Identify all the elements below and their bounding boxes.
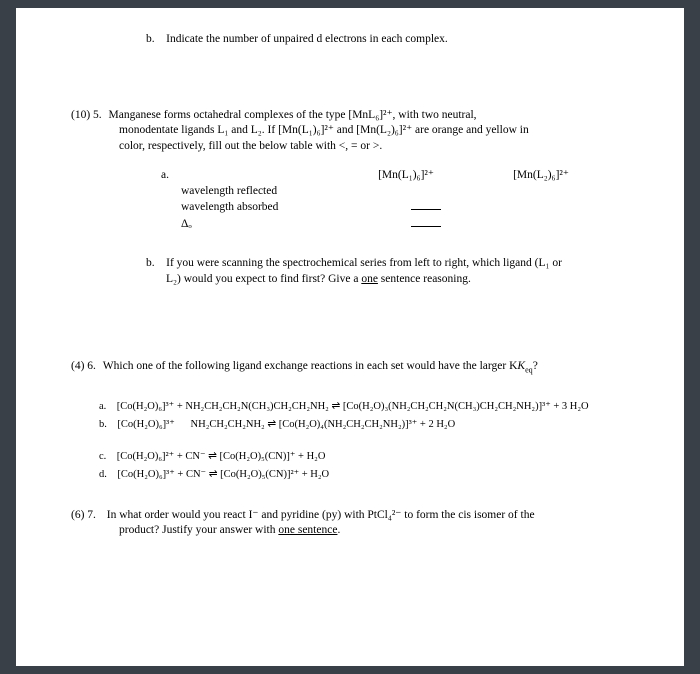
question-6: (4) 6. Which one of the following ligand… [71,359,629,376]
q5-line2: monodentate ligands L₁ and L₂. If [Mn(L₁… [119,124,529,136]
col2-head: [Mn(L₂)₆]²⁺ [481,168,601,184]
table-header-row: a. [Mn(L₁)₆]²⁺ [Mn(L₂)₆]²⁺ [161,168,629,184]
reaction-d: d. [Co(H₂O)₆]³⁺ + CN⁻ ⇌ [Co(H₂O)₅(CN)]²⁺… [99,466,629,484]
q5-line1: Manganese forms octahedral complexes of … [109,109,477,121]
reaction-b: b. [Co(H₂O)₆]³⁺ NH₂CH₂CH₂NH₂ ⇌ [Co(H₂O)₄… [99,416,629,434]
table-row: wavelength absorbed [161,199,629,216]
q6-points: (4) 6. [71,360,96,372]
q5b-line2a: L₂) would you expect to find first? Give… [166,273,361,285]
row1-label: wavelength reflected [161,184,351,200]
table-row: Δₒ [161,216,629,233]
reaction-a: a. [Co(H₂O)₆]³⁺ + NH₂CH₂CH₂N(CH₃)CH₂CH₂N… [99,398,629,416]
q7-line1: In what order would you react I⁻ and pyr… [107,509,535,521]
q5b-underline: one [361,273,378,285]
q6-qmark: ? [533,360,538,372]
q7-underline: one sentence [278,524,337,536]
blank-line [411,199,441,210]
keq-sub: eq [525,365,533,374]
question-7: (6) 7. In what order would you react I⁻ … [71,508,629,539]
question-5: (10) 5. Manganese forms octahedral compl… [71,108,629,155]
q5-points: (10) 5. [71,109,102,121]
table-row: wavelength reflected [161,184,629,200]
reaction-c: c. [Co(H₂O)₆]²⁺ + CN⁻ ⇌ [Co(H₂O)₅(CN)]⁺ … [99,448,629,466]
row2-label: wavelength absorbed [161,200,351,216]
q5-table: a. [Mn(L₁)₆]²⁺ [Mn(L₂)₆]²⁺ wavelength re… [161,168,629,232]
q5b-line2b: sentence reasoning. [378,273,471,285]
reaction-group-1: a. [Co(H₂O)₆]³⁺ + NH₂CH₂CH₂N(CH₃)CH₂CH₂N… [99,398,629,434]
question-4b: b. Indicate the number of unpaired d ele… [146,32,629,48]
row3-label: Δₒ [161,217,351,233]
q5-line3: color, respectively, fill out the below … [119,140,382,152]
q6-text: Which one of the following ligand exchan… [103,360,518,372]
q7-line2b: . [337,524,340,536]
q5a-label: a. [161,169,169,181]
col1-head: [Mn(L₁)₆]²⁺ [331,168,481,184]
blank-line [411,216,441,227]
q4b-text: b. Indicate the number of unpaired d ele… [146,33,448,45]
document-page: b. Indicate the number of unpaired d ele… [16,8,684,666]
reactions-list: a. [Co(H₂O)₆]³⁺ + NH₂CH₂CH₂N(CH₃)CH₂CH₂N… [99,398,629,483]
question-5b: b. If you were scanning the spectrochemi… [146,256,589,287]
q7-points: (6) 7. [71,509,96,521]
q5b-line1: b. If you were scanning the spectrochemi… [146,257,562,269]
q7-line2a: product? Justify your answer with [119,524,278,536]
reaction-group-2: c. [Co(H₂O)₆]²⁺ + CN⁻ ⇌ [Co(H₂O)₅(CN)]⁺ … [99,448,629,484]
